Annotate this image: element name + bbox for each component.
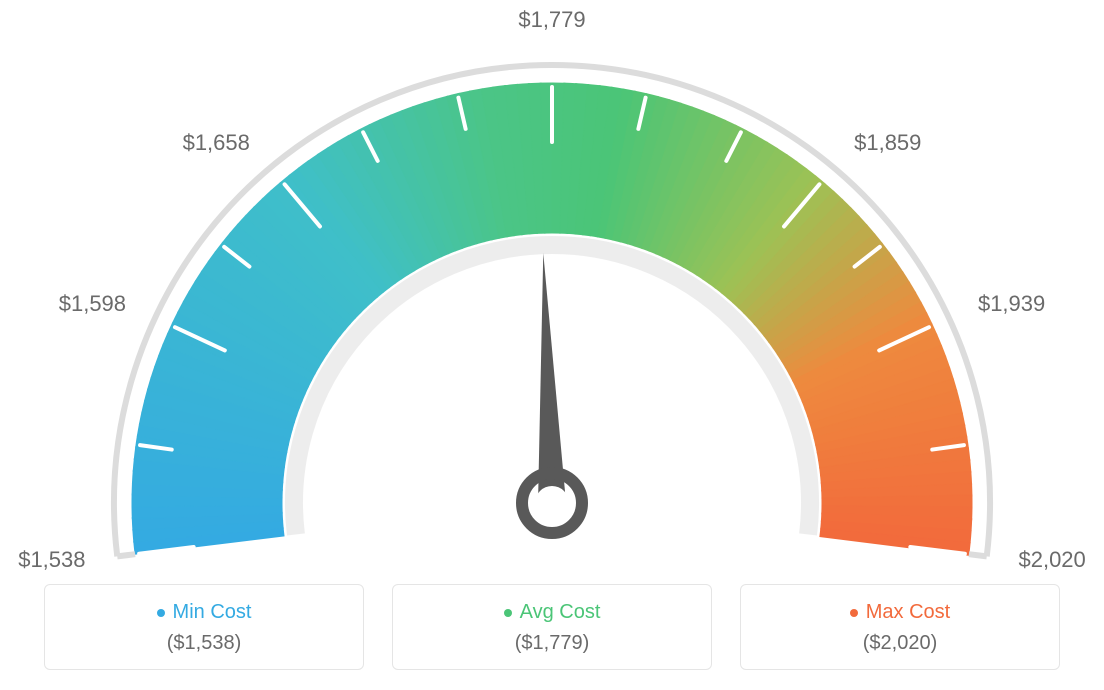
legend-row: Min Cost ($1,538) Avg Cost ($1,779) Max Cost…	[0, 584, 1104, 670]
legend-card: Min Cost ($1,538)	[44, 584, 364, 670]
gauge-svg	[0, 23, 1104, 583]
legend-title-text: Avg Cost	[520, 601, 601, 624]
legend-card: Max Cost ($2,020)	[740, 584, 1060, 670]
gauge-area: $1,538$1,598$1,658$1,779$1,859$1,939$2,0…	[0, 0, 1104, 550]
gauge-tick-label: $1,939	[978, 291, 1045, 317]
legend-value: ($1,779)	[413, 632, 691, 655]
gauge-tick-label: $1,779	[518, 7, 585, 33]
legend-dot-icon	[850, 609, 858, 617]
gauge-tick-label: $2,020	[1018, 547, 1085, 573]
gauge-tick-label: $1,538	[18, 547, 85, 573]
legend-title: Avg Cost	[413, 601, 691, 624]
chart-container: $1,538 $1,598 $1,658 $1,779 $1,859 $1,939 $2,0…	[0, 0, 1104, 690]
legend-title-text: Max Cost	[866, 601, 950, 624]
gauge-tick-label: $1,598	[59, 291, 126, 317]
legend-title: Min Cost	[65, 601, 343, 624]
legend-title-text: Min Cost	[173, 601, 252, 624]
legend-dot-icon	[157, 609, 165, 617]
legend-value: ($2,020)	[761, 632, 1039, 655]
gauge-tick-label: $1,658	[183, 130, 250, 156]
legend-card: Avg Cost ($1,779)	[392, 584, 712, 670]
legend-value: ($1,538)	[65, 632, 343, 655]
legend-title: Max Cost	[761, 601, 1039, 624]
gauge-tick-label: $1,859	[854, 130, 921, 156]
legend-dot-icon	[504, 609, 512, 617]
